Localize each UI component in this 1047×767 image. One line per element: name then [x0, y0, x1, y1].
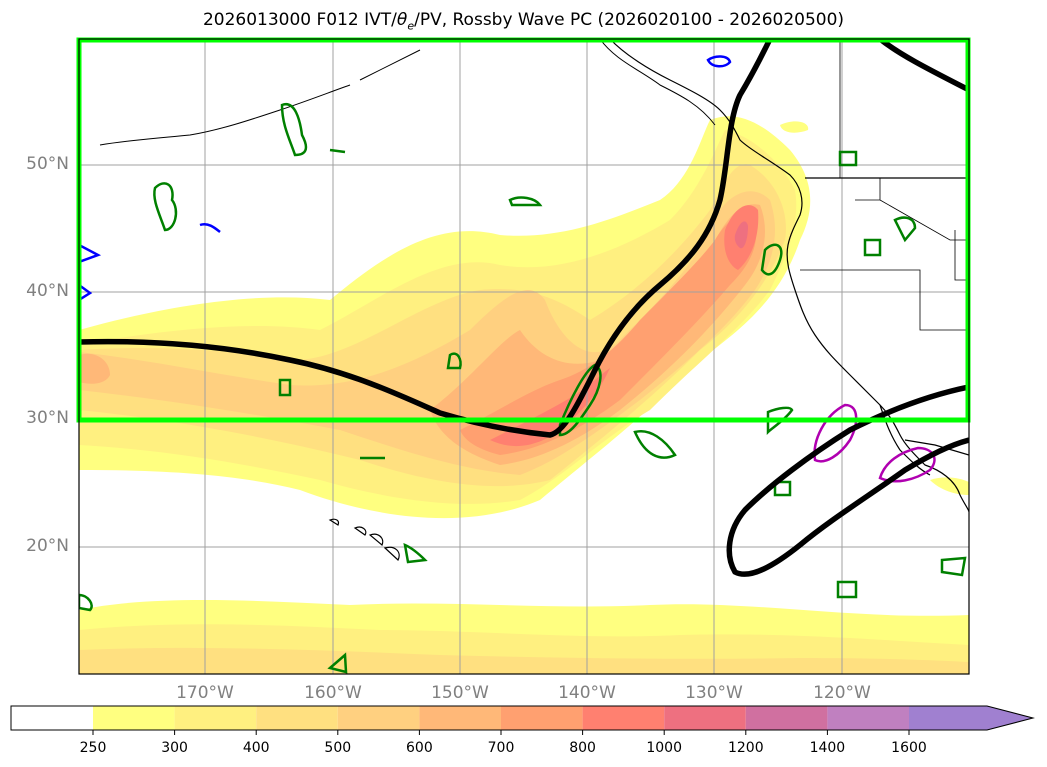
ivt-band-800 — [490, 368, 610, 447]
green-contour — [760, 243, 783, 276]
alaska-panhandle — [599, 39, 716, 126]
colorbar-label-1600: 1600 — [891, 740, 927, 756]
blue-contour — [706, 55, 732, 68]
green-contour — [558, 363, 602, 437]
colorbar-label-700: 700 — [487, 740, 515, 756]
green-contour — [633, 429, 677, 459]
colorbar-label-500: 500 — [324, 740, 352, 756]
colorbar-segment-300 — [174, 706, 257, 730]
colorbar-segment-1200 — [745, 706, 828, 730]
colorbar-label-800: 800 — [569, 740, 596, 756]
lat-label-30: 30°N — [26, 408, 69, 428]
green-contour — [79, 593, 93, 612]
north-america-coast — [609, 39, 969, 513]
blue-contour — [79, 283, 93, 302]
lon-label-150: 150°W — [431, 683, 489, 703]
colorbar-segment-800 — [582, 706, 665, 730]
ivt-shading — [79, 116, 969, 674]
lat-label-20: 20°N — [26, 536, 69, 556]
colorbar — [10, 705, 1035, 735]
blue-contours — [79, 55, 732, 302]
green-contour — [508, 196, 543, 207]
colorbar-label-600: 600 — [406, 740, 433, 756]
green-contour — [327, 652, 348, 674]
lon-label-120: 120°W — [813, 683, 871, 703]
green-contour — [893, 216, 917, 243]
lon-label-170: 170°W — [176, 683, 234, 703]
lat-label-50: 50°N — [26, 154, 69, 174]
colorbar-segment-400 — [256, 706, 338, 730]
colorbar-label-250: 250 — [79, 740, 107, 756]
colorbar-segment-below-250 — [11, 706, 93, 730]
alaska-islands — [99, 49, 421, 146]
pv-contour-main — [79, 39, 773, 438]
green-contours — [79, 103, 967, 674]
green-contour — [446, 352, 462, 370]
blue-contour — [79, 243, 102, 264]
lon-label-160: 160°W — [304, 683, 362, 703]
ivt-east-patch — [780, 121, 809, 133]
colorbar-segment-500 — [337, 706, 420, 730]
colorbar-extend-arrow — [909, 706, 1033, 730]
blue-contour — [199, 223, 221, 233]
colorbar-label-400: 400 — [242, 740, 270, 756]
green-contour — [280, 103, 308, 157]
pv-contours — [79, 39, 969, 577]
plot-frame — [78, 38, 970, 675]
green-contour — [863, 238, 882, 257]
lon-label-140: 140°W — [558, 683, 616, 703]
colorbar-label-300: 300 — [161, 740, 188, 756]
us-mexico-border — [904, 439, 969, 456]
colorbar-label-1200: 1200 — [727, 740, 764, 756]
ivt-east-patch2 — [930, 477, 969, 495]
graticule — [79, 39, 969, 674]
colorbar-outline — [10, 705, 1035, 731]
state-borders — [800, 39, 969, 331]
green-contour — [329, 148, 346, 154]
colorbar-segment-1400 — [827, 706, 909, 730]
colorbar-segment-250 — [93, 706, 175, 730]
green-contour — [940, 556, 967, 577]
pv-contour-north — [878, 39, 969, 93]
green-contour — [766, 406, 794, 436]
green-contour — [836, 580, 858, 599]
colorbar-label-1000: 1000 — [646, 740, 682, 756]
colorbar-segment-600 — [419, 706, 501, 730]
coastlines — [99, 39, 969, 561]
colorbar-label-1400: 1400 — [809, 740, 846, 756]
lon-label-130: 130°W — [685, 683, 743, 703]
ivt-west-blob — [79, 353, 110, 384]
map-title: 2026013000 F012 IVT/θe/PV, Rossby Wave P… — [202, 10, 845, 33]
green-contour — [278, 378, 292, 397]
pv-contour-south — [726, 384, 969, 577]
ivt-band-1000 — [734, 221, 748, 249]
hawaii-islands — [328, 518, 400, 561]
ivt-band-600 — [430, 204, 765, 465]
ivt-band-700 — [460, 215, 757, 455]
green-contour — [153, 182, 178, 232]
green-contour — [403, 542, 428, 564]
magenta-contour — [813, 403, 858, 463]
colorbar-segment-700 — [501, 706, 583, 730]
green-contour — [838, 150, 858, 167]
ivt-south-400 — [79, 647, 969, 674]
green-contour — [773, 480, 792, 497]
lat-label-40: 40°N — [26, 281, 69, 301]
colorbar-segment-1000 — [664, 706, 746, 730]
